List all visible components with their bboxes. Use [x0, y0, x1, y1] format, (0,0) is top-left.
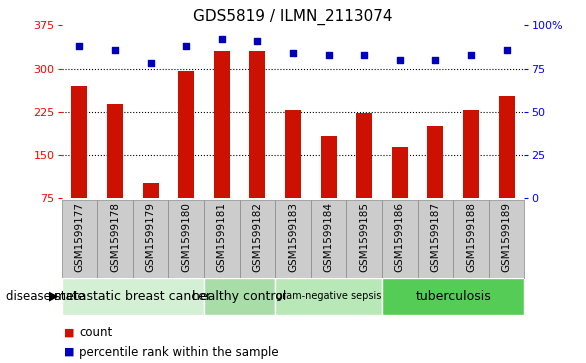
Text: tuberculosis: tuberculosis [415, 290, 491, 303]
Text: disease state: disease state [6, 290, 84, 303]
Bar [311, 200, 346, 278]
Bar [321, 136, 336, 198]
Bar [346, 200, 382, 278]
Point [502, 46, 512, 52]
Bar [168, 200, 204, 278]
Bar [204, 278, 275, 315]
Bar [107, 104, 123, 198]
Bar [62, 278, 204, 315]
Bar [418, 200, 453, 278]
Bar [250, 51, 265, 198]
Bar [285, 110, 301, 198]
Point [324, 52, 333, 58]
Point [217, 36, 226, 42]
Point [431, 57, 440, 63]
Bar [489, 200, 524, 278]
Text: GSM1599185: GSM1599185 [359, 202, 369, 272]
Text: GSM1599183: GSM1599183 [288, 202, 298, 272]
Bar [62, 200, 97, 278]
Text: GSM1599181: GSM1599181 [217, 202, 227, 272]
Text: GDS5819 / ILMN_2113074: GDS5819 / ILMN_2113074 [193, 9, 393, 25]
Point [395, 57, 404, 63]
Point [466, 52, 476, 58]
Bar [427, 126, 444, 198]
Text: count: count [79, 326, 113, 339]
Text: GSM1599178: GSM1599178 [110, 202, 120, 272]
Point [288, 50, 298, 56]
Bar [204, 200, 240, 278]
Text: ▶: ▶ [49, 290, 59, 303]
Text: GSM1599187: GSM1599187 [431, 202, 441, 272]
Bar [392, 147, 408, 198]
Bar [214, 51, 230, 198]
Bar [463, 110, 479, 198]
Bar [97, 200, 133, 278]
Bar [240, 200, 275, 278]
Text: GSM1599179: GSM1599179 [145, 202, 155, 272]
Point [253, 38, 262, 44]
Bar [133, 200, 168, 278]
Bar [275, 278, 382, 315]
Text: ■: ■ [64, 347, 75, 357]
Text: percentile rank within the sample: percentile rank within the sample [79, 346, 279, 359]
Text: GSM1599182: GSM1599182 [253, 202, 263, 272]
Text: GSM1599184: GSM1599184 [323, 202, 333, 272]
Text: gram-negative sepsis: gram-negative sepsis [276, 291, 381, 301]
Text: GSM1599177: GSM1599177 [74, 202, 84, 272]
Bar [142, 183, 159, 198]
Text: GSM1599180: GSM1599180 [181, 202, 191, 272]
Bar [499, 96, 515, 198]
Bar [275, 200, 311, 278]
Text: GSM1599189: GSM1599189 [502, 202, 512, 272]
Text: healthy control: healthy control [192, 290, 287, 303]
Point [360, 52, 369, 58]
Bar [178, 72, 194, 198]
Bar [453, 200, 489, 278]
Bar [71, 86, 87, 198]
Text: metastatic breast cancer: metastatic breast cancer [54, 290, 212, 303]
Text: GSM1599186: GSM1599186 [395, 202, 405, 272]
Bar [356, 113, 372, 198]
Bar [382, 200, 418, 278]
Text: ■: ■ [64, 327, 75, 337]
Bar [382, 278, 524, 315]
Point [146, 60, 155, 66]
Text: GSM1599188: GSM1599188 [466, 202, 476, 272]
Point [182, 43, 191, 49]
Point [110, 46, 120, 52]
Point [74, 43, 84, 49]
